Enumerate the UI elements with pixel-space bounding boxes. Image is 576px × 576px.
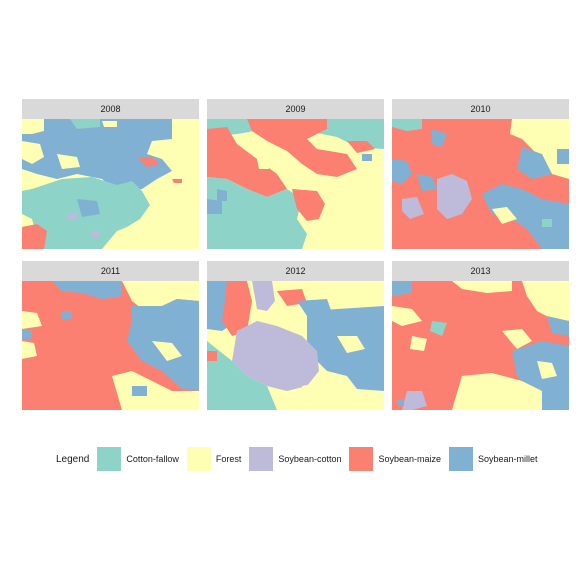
raster-map-2011 <box>22 281 199 410</box>
legend-key-forest: Forest <box>186 447 242 471</box>
legend: Legend Cotton-fallow Forest Soybean-cott… <box>56 446 538 472</box>
facet-panel-2010: 2010 <box>392 99 569 249</box>
facet-panel-2012: 2012 <box>207 261 384 410</box>
facet-label: 2010 <box>470 104 491 114</box>
facet-strip-2011: 2011 <box>22 261 199 281</box>
legend-label: Cotton-fallow <box>126 454 179 464</box>
facet-label: 2011 <box>100 266 121 276</box>
raster-map-2012 <box>207 281 384 410</box>
legend-swatch <box>97 447 122 471</box>
legend-swatch <box>449 447 474 471</box>
facet-panel-2008: 2008 <box>22 99 199 249</box>
facet-panel-2013: 2013 <box>392 261 569 410</box>
legend-swatch <box>349 447 374 471</box>
raster-map-2008 <box>22 119 199 249</box>
legend-key-cotton-fallow: Cotton-fallow <box>97 447 179 471</box>
facet-panel-2011: 2011 <box>22 261 199 410</box>
legend-swatch <box>186 447 211 471</box>
facet-label: 2013 <box>470 266 491 276</box>
legend-key-soybean-cotton: Soybean-cotton <box>249 447 341 471</box>
facet-strip-2012: 2012 <box>207 261 384 281</box>
legend-swatch <box>249 447 274 471</box>
facet-strip-2010: 2010 <box>392 99 569 119</box>
legend-key-soybean-millet: Soybean-millet <box>449 447 538 471</box>
facet-strip-2013: 2013 <box>392 261 569 281</box>
facet-strip-2008: 2008 <box>22 99 199 119</box>
facet-label: 2008 <box>100 104 121 114</box>
legend-title: Legend <box>56 453 90 465</box>
raster-map-2013 <box>392 281 569 410</box>
legend-label: Soybean-cotton <box>278 454 342 464</box>
raster-map-2009 <box>207 119 384 249</box>
facet-strip-2009: 2009 <box>207 99 384 119</box>
raster-map-2010 <box>392 119 569 249</box>
facet-label: 2012 <box>285 266 306 276</box>
facet-label: 2009 <box>285 104 306 114</box>
legend-label: Soybean-millet <box>478 454 538 464</box>
legend-label: Soybean-maize <box>378 454 442 464</box>
legend-key-soybean-maize: Soybean-maize <box>349 447 441 471</box>
legend-label: Forest <box>215 454 242 464</box>
facet-panel-2009: 2009 <box>207 99 384 249</box>
